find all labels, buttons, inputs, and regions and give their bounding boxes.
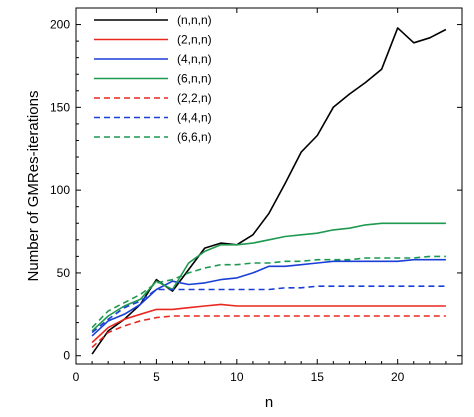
legend-label: (4,n,n) [177, 52, 212, 66]
x-tick-label: 0 [73, 370, 80, 384]
x-tick-label: 5 [153, 370, 160, 384]
series-line-(6,n,n) [91, 222, 446, 332]
x-tick-label: 10 [230, 370, 244, 384]
y-axis-label: Number of GMRes-iterations [25, 91, 42, 282]
x-tick-label: 15 [311, 370, 325, 384]
series-line-(n,n,n) [91, 27, 447, 355]
y-tick-label: 0 [63, 349, 70, 363]
x-tick-label: 20 [391, 370, 405, 384]
legend-label: (n,n,n) [177, 13, 212, 27]
x-axis-ticks: 0 5 10 15 20 [73, 8, 463, 384]
series-line-(2,2,n) [91, 315, 446, 348]
series-line-(4,n,n) [91, 258, 446, 337]
y-tick-label: 150 [50, 100, 70, 114]
legend-label: (6,6,n) [177, 130, 212, 144]
legend-label: (2,2,n) [177, 91, 212, 105]
legend-label: (2,n,n) [177, 33, 212, 47]
series-lines [91, 27, 447, 355]
y-tick-label: 200 [50, 18, 70, 32]
y-axis-ticks: 0 50 100 150 200 [50, 18, 462, 363]
legend-label: (6,n,n) [177, 72, 212, 86]
series-line-(6,6,n) [91, 255, 446, 329]
series-line-(2,n,n) [91, 303, 446, 344]
series-line-(4,4,n) [91, 285, 446, 334]
legend-label: (4,4,n) [177, 111, 212, 125]
x-axis-label: n [265, 394, 273, 411]
y-tick-label: 50 [57, 266, 71, 280]
y-tick-label: 100 [50, 183, 70, 197]
legend: (n,n,n) (2,n,n) (4,n,n) (6,n,n) (2,2,n) (4,4,… [94, 13, 212, 144]
